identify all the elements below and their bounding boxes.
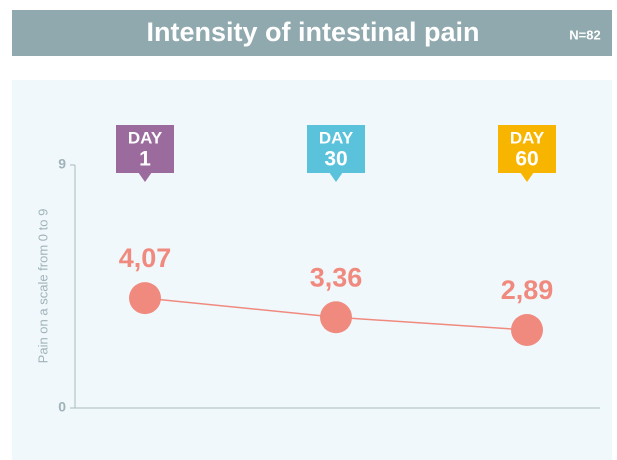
chart-title: Intensity of intestinal pain	[146, 17, 479, 47]
y-tick-label: 0	[58, 399, 66, 415]
value-label: 3,36	[310, 262, 363, 292]
day-prefix: DAY	[128, 128, 163, 147]
point	[320, 301, 352, 334]
day-badge	[116, 125, 174, 173]
day-badge-pointer	[138, 172, 152, 182]
header-bar	[12, 10, 612, 56]
x-tick-label: 1	[139, 148, 151, 171]
day-prefix: DAY	[510, 128, 545, 147]
x-tick-label: 60	[515, 148, 538, 171]
point	[129, 282, 161, 315]
day-badge-pointer	[329, 172, 343, 182]
day-prefix: DAY	[319, 128, 354, 147]
day-badge	[307, 125, 365, 173]
value-label: 2,89	[501, 275, 554, 305]
point	[511, 313, 543, 346]
day-badge-pointer	[520, 172, 534, 182]
x-tick-label: 30	[324, 148, 347, 171]
y-axis-label: Pain on a scale from 0 to 9	[35, 209, 50, 364]
day-badge	[498, 125, 556, 173]
sample-size: N=82	[569, 27, 600, 42]
value-label: 4,07	[119, 243, 172, 273]
y-tick-label: 9	[58, 156, 66, 172]
